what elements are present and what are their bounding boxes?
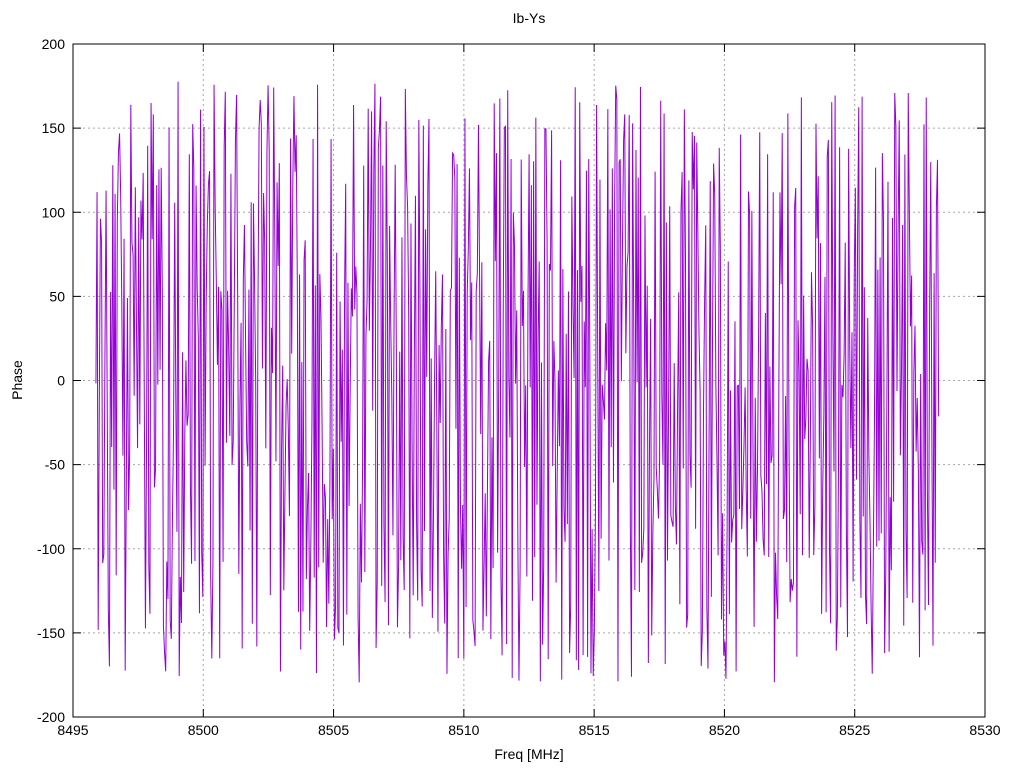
y-tick-label: -150	[37, 625, 65, 641]
y-tick-label: 100	[42, 204, 66, 220]
x-tick-label: 8520	[709, 722, 740, 738]
x-tick-label: 8515	[579, 722, 610, 738]
y-tick-label: 150	[42, 120, 66, 136]
y-tick-label: 0	[57, 373, 65, 389]
y-axis-label: Phase	[9, 360, 25, 400]
y-tick-label: -50	[45, 457, 65, 473]
x-tick-label: 8500	[188, 722, 219, 738]
axis-tick-labels: 8495 8500 8505 8510 8515 8520 8525 8530 -200 -150…	[37, 36, 1001, 738]
x-axis-label: Freq [MHz]	[494, 746, 563, 762]
x-tick-label: 8525	[839, 722, 870, 738]
data-series-layer	[95, 81, 940, 683]
x-tick-label: 8510	[448, 722, 479, 738]
y-tick-label: -100	[37, 541, 65, 557]
plot-border	[72, 43, 986, 718]
x-tick-label: 8530	[969, 722, 1000, 738]
x-tick-label: 8495	[57, 722, 88, 738]
x-tick-label: 8505	[318, 722, 349, 738]
y-tick-label: 50	[49, 288, 65, 304]
y-tick-label: 200	[42, 36, 66, 52]
phase-series-line	[95, 81, 940, 683]
chart-title: Ib-Ys	[513, 10, 546, 26]
y-tick-label: -200	[37, 709, 65, 725]
